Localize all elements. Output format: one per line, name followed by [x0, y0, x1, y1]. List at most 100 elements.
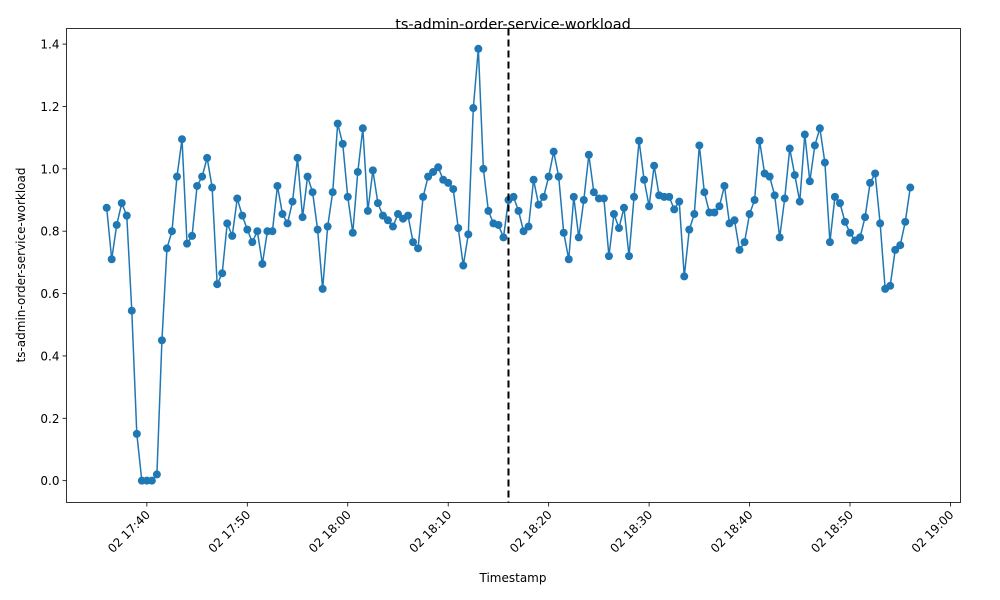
- x-tick-label: 02 18:50: [808, 508, 856, 556]
- data-point: [815, 124, 824, 133]
- data-point: [188, 231, 197, 240]
- data-point: [775, 233, 784, 242]
- chart-title: ts-admin-order-service-workload: [395, 17, 631, 33]
- data-point: [665, 192, 674, 201]
- data-point: [840, 217, 849, 226]
- data-point: [348, 228, 357, 237]
- x-tick-label: 02 18:40: [708, 508, 756, 556]
- data-point: [539, 192, 548, 201]
- data-point: [846, 228, 855, 237]
- data-point: [735, 245, 744, 254]
- data-point: [514, 206, 523, 215]
- data-point: [479, 164, 488, 173]
- x-tick-label: 02 18:00: [306, 508, 354, 556]
- data-point: [318, 284, 327, 293]
- data-point: [614, 224, 623, 233]
- data-point: [238, 211, 247, 220]
- data-point: [132, 429, 141, 438]
- data-point: [454, 224, 463, 233]
- data-point: [650, 161, 659, 170]
- data-point: [584, 150, 593, 159]
- data-point: [178, 135, 187, 144]
- data-point: [308, 188, 317, 197]
- data-point: [228, 231, 237, 240]
- data-point: [464, 230, 473, 239]
- data-point: [544, 172, 553, 181]
- data-point: [333, 119, 342, 128]
- data-point: [298, 213, 307, 222]
- data-point: [288, 197, 297, 206]
- data-point: [122, 211, 131, 220]
- data-point: [670, 205, 679, 214]
- data-point: [740, 238, 749, 247]
- data-point: [107, 255, 116, 264]
- y-tick-label: 1.0: [40, 162, 59, 176]
- data-point: [529, 175, 538, 184]
- data-point: [378, 211, 387, 220]
- plot-area: [102, 28, 915, 503]
- y-axis-label: ts-admin-order-service-workload: [14, 168, 28, 363]
- x-tick-label: 02 18:30: [607, 508, 655, 556]
- data-point: [720, 181, 729, 190]
- data-point: [866, 178, 875, 187]
- data-point: [193, 181, 202, 190]
- data-point: [509, 192, 518, 201]
- data-point: [172, 172, 181, 181]
- data-point: [564, 255, 573, 264]
- data-point: [213, 280, 222, 289]
- data-point: [152, 470, 161, 479]
- data-point: [579, 196, 588, 205]
- data-point: [208, 183, 217, 192]
- y-tick-label: 0.8: [40, 225, 59, 239]
- data-point: [258, 259, 267, 268]
- data-point: [494, 220, 503, 229]
- x-tick-label: 02 18:10: [406, 508, 454, 556]
- data-point: [770, 191, 779, 200]
- x-axis: 02 17:40 02 17:50 02 18:00 02 18:10 02 18:20…: [105, 502, 957, 556]
- data-point: [409, 238, 418, 247]
- y-axis: 0.0 0.2 0.4 0.6 0.8 1.0 1.2 1.4: [40, 38, 67, 488]
- data-point: [404, 211, 413, 220]
- data-point: [268, 227, 277, 236]
- data-point: [157, 336, 166, 345]
- data-point: [127, 306, 136, 315]
- y-tick-label: 0.4: [40, 349, 59, 363]
- data-point: [609, 210, 618, 219]
- data-point: [183, 239, 192, 248]
- data-point: [343, 192, 352, 201]
- data-point: [554, 172, 563, 181]
- data-point: [790, 171, 799, 180]
- data-point: [273, 181, 282, 190]
- data-point: [499, 233, 508, 242]
- data-point: [765, 172, 774, 181]
- data-point: [810, 141, 819, 150]
- data-point: [524, 222, 533, 231]
- data-point: [901, 217, 910, 226]
- data-point: [745, 210, 754, 219]
- data-point: [876, 219, 885, 228]
- data-point: [645, 202, 654, 211]
- data-point: [338, 139, 347, 148]
- data-point: [424, 172, 433, 181]
- data-point: [147, 476, 156, 485]
- data-point: [871, 169, 880, 178]
- data-point: [780, 194, 789, 203]
- data-point: [383, 216, 392, 225]
- data-point: [906, 183, 915, 192]
- x-tick-label: 02 18:20: [507, 508, 555, 556]
- data-point: [795, 197, 804, 206]
- data-point: [484, 206, 493, 215]
- data-point: [388, 222, 397, 231]
- data-point: [835, 199, 844, 208]
- data-point: [619, 203, 628, 212]
- data-point: [710, 208, 719, 217]
- data-point: [444, 178, 453, 187]
- data-point: [700, 188, 709, 197]
- data-point: [419, 192, 428, 201]
- data-point: [449, 185, 458, 194]
- data-point: [233, 194, 242, 203]
- data-point: [675, 197, 684, 206]
- data-point: [243, 225, 252, 234]
- data-point: [429, 167, 438, 176]
